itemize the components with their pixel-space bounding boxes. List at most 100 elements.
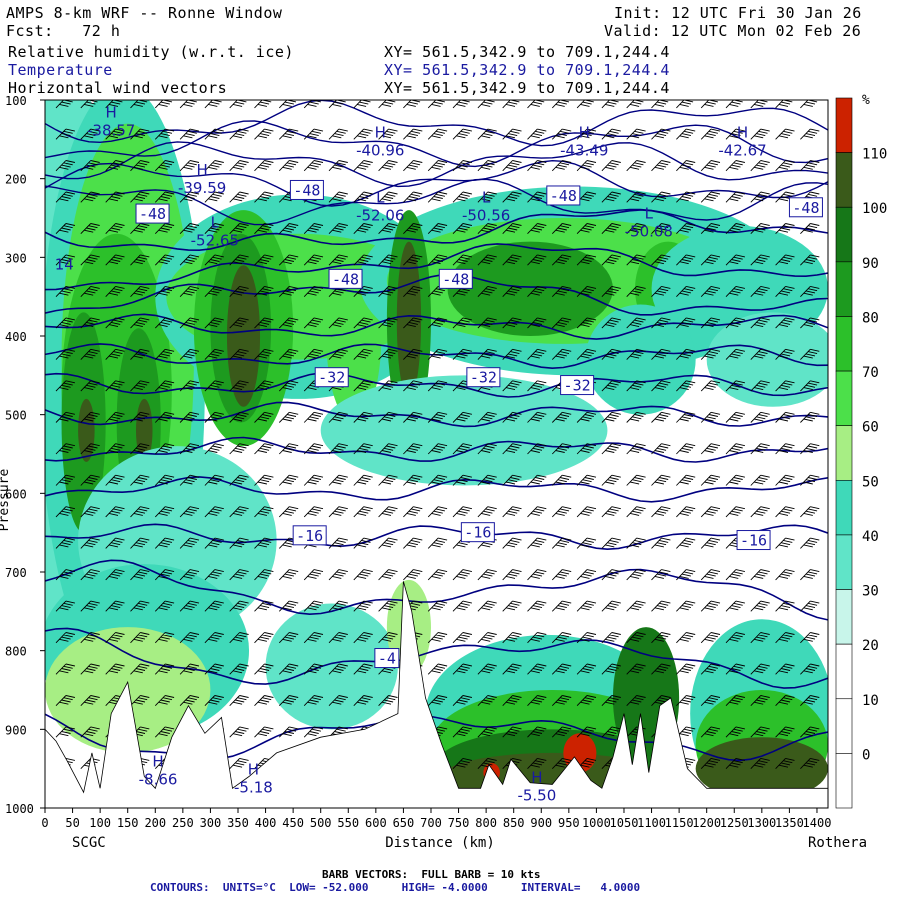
rh-region-12: [226, 265, 261, 407]
wind-barb: [775, 474, 795, 486]
extremum-label: H-5.18: [234, 760, 273, 796]
wind-barb: [353, 254, 373, 266]
colorbar-level-label: 10: [862, 693, 879, 709]
x-tick-label: 450: [282, 816, 304, 830]
wind-barb: [676, 223, 696, 235]
init-time: Init: 12 UTC Fri 30 Jan 26: [614, 4, 862, 22]
wind-barb: [55, 569, 75, 581]
svg-text:H: H: [152, 753, 163, 771]
wind-barb: [328, 128, 348, 140]
wind-barb: [750, 632, 770, 644]
wind-barb: [700, 537, 721, 549]
wind-barb: [477, 757, 497, 770]
wind-barb: [403, 569, 423, 581]
wind-barb: [55, 600, 75, 612]
wind-barb: [154, 506, 175, 518]
wind-barb: [204, 348, 224, 360]
terrain-surface: [45, 581, 828, 808]
wind-barb: [55, 506, 75, 518]
wind-barb: [154, 443, 175, 455]
svg-text:-4: -4: [378, 650, 396, 668]
wind-barb: [254, 506, 274, 518]
wind-barb: [800, 128, 820, 140]
wind-barb: [328, 223, 348, 235]
wind-barb: [651, 380, 671, 392]
wind-barb: [130, 254, 150, 266]
wind-barb: [775, 285, 795, 298]
wind-barb: [651, 317, 671, 329]
extremum-label: L-50.56: [462, 189, 510, 225]
wind-barb: [229, 128, 249, 140]
wind-barb: [527, 663, 547, 675]
contour-label: -16: [460, 522, 495, 543]
wind-barb: [800, 537, 820, 549]
wind-barb: [626, 474, 646, 486]
wind-barb: [800, 317, 820, 329]
wind-barb: [229, 506, 249, 518]
wind-barb: [725, 474, 745, 486]
x-right-station: Rothera: [808, 835, 867, 851]
wind-barb: [179, 569, 200, 581]
wind-barb: [130, 695, 150, 707]
wind-barb: [700, 317, 721, 329]
wind-barb: [105, 663, 125, 675]
wind-barb: [403, 191, 423, 203]
wind-barb: [502, 254, 522, 266]
upper-temperature-contour-2: [45, 141, 828, 188]
wind-barb: [452, 348, 472, 360]
wind-barb: [378, 285, 398, 298]
colorbar-level-label: 90: [862, 256, 879, 272]
wind-barb: [775, 254, 795, 266]
wind-barb: [403, 285, 423, 298]
wind-barb: [278, 695, 299, 707]
wind-barb: [800, 411, 820, 423]
wind-barb: [353, 506, 373, 518]
wind-barb: [303, 411, 324, 423]
wind-barb: [527, 411, 547, 423]
wind-barb: [427, 632, 448, 644]
extremum-label: H-42.67: [718, 123, 766, 159]
wind-barb: [576, 569, 597, 581]
x-tick-label: 850: [503, 816, 525, 830]
wind-barb: [700, 632, 721, 644]
wind-barb: [676, 506, 696, 518]
wind-barb: [651, 100, 671, 109]
wind-barb: [353, 632, 373, 644]
wind-barb: [477, 317, 497, 329]
extremum-label: H-8.66: [139, 753, 178, 789]
wind-barb: [427, 600, 448, 612]
wind-barb: [105, 569, 125, 581]
temperature-contour--44: [45, 273, 828, 316]
wind-barb: [651, 537, 671, 549]
wind-barb: [725, 726, 745, 738]
wind-barb: [477, 506, 497, 518]
wind-barb: [328, 348, 348, 360]
wind-barb: [576, 632, 597, 644]
x-tick-label: 650: [393, 816, 415, 830]
wind-barb: [477, 663, 497, 675]
rh-region-21: [706, 312, 828, 407]
wind-barb: [55, 317, 75, 329]
wind-barb: [80, 506, 100, 518]
x-tick-label: 1150: [665, 816, 694, 830]
wind-barb: [229, 254, 249, 266]
wind-barb: [378, 223, 398, 235]
wind-barb: [328, 569, 348, 581]
wind-barb: [452, 474, 472, 486]
wind-barb: [80, 600, 100, 612]
wind-barb: [651, 569, 671, 581]
wind-barb: [179, 537, 200, 549]
colorbar-swatch: [835, 480, 853, 536]
wind-barb: [551, 537, 572, 549]
wind-barb: [179, 474, 200, 486]
wind-barb: [725, 348, 745, 360]
wind-barb: [626, 443, 646, 455]
wind-barb: [452, 128, 472, 140]
wind-barb: [527, 191, 547, 203]
x-tick-label: 300: [200, 816, 222, 830]
svg-text:-48: -48: [442, 270, 469, 288]
wind-barb: [229, 757, 249, 770]
wind-barb: [502, 695, 522, 707]
svg-text:L: L: [645, 204, 654, 222]
